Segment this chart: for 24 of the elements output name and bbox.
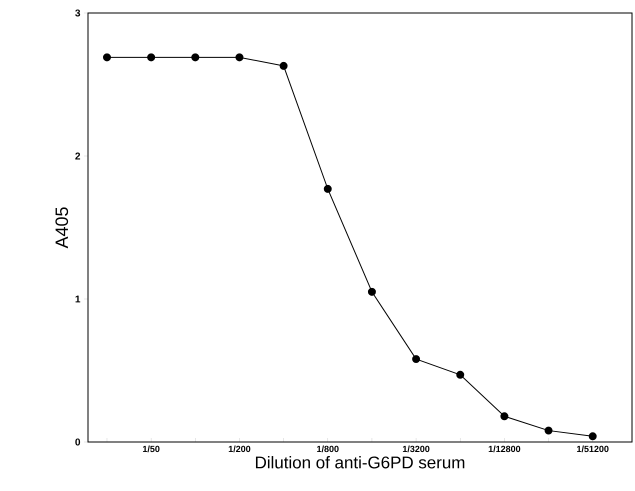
x-tick-label: 1/12800 (488, 446, 520, 452)
x-tick-label: 1/51200 (577, 446, 609, 452)
x-axis-title: Dilution of anti-G6PD serum (256, 456, 464, 468)
point (147, 53, 156, 62)
x-tick-label: 1/3200 (402, 446, 430, 452)
y-tick-label: 2 (75, 152, 80, 160)
point (412, 355, 420, 364)
point (368, 288, 376, 296)
x-tick-label: 1/50 (142, 446, 160, 452)
y-axis-title: A405 (55, 207, 68, 248)
point (456, 370, 464, 379)
y-tick-label: 3 (75, 9, 80, 17)
point (280, 62, 288, 70)
y-tick-label: 1 (76, 296, 80, 302)
point (235, 53, 244, 62)
x-tick-label: 1/200 (228, 446, 250, 452)
point (103, 53, 111, 62)
point (544, 426, 553, 435)
point (324, 184, 332, 193)
x-tick-label: 1/800 (317, 446, 339, 452)
y-tick-label: 0 (75, 438, 80, 446)
point (191, 53, 200, 62)
point (500, 412, 508, 420)
point (588, 432, 597, 440)
